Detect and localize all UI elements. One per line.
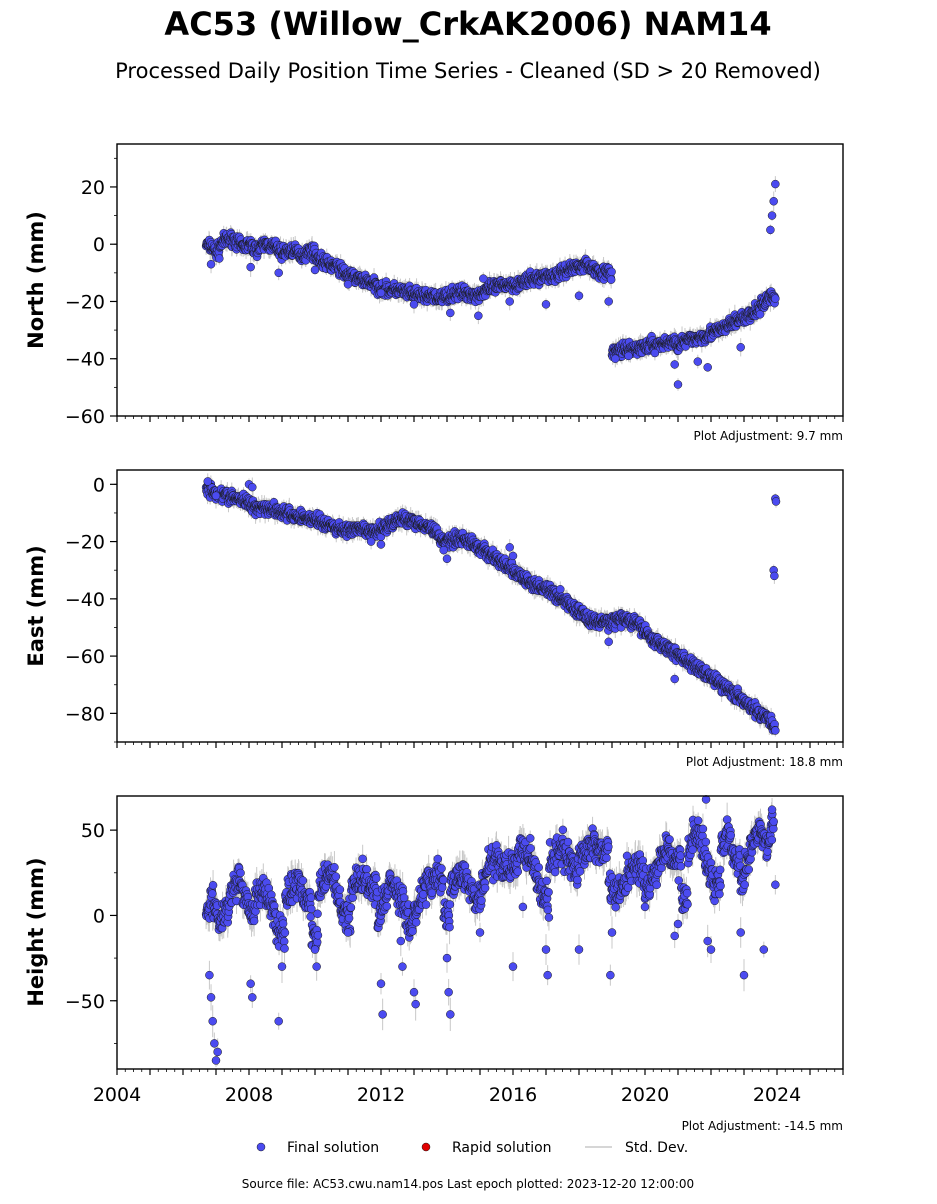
y-tick-label: −60 [65,406,105,428]
plot-area-north: 20 0 −20 −40 −60 [65,158,843,428]
chart-title: AC53 (Willow_CrkAK2006) NAM14 [164,5,771,43]
y-tick-label: 0 [93,234,105,256]
ylabel-north: North (mm) [24,211,48,349]
y-tick-label: −20 [65,291,105,313]
data-point [311,266,319,274]
data-point [215,255,223,263]
data-point [377,289,385,297]
y-tick-label: −40 [65,349,105,371]
data-point [474,312,482,320]
panel-north: 20 0 −20 −40 −60 North (mm) Plot Adjustment:… [24,144,843,443]
adjustment-north: Plot Adjustment: 9.7 mm [694,429,843,443]
plot-area-east: 0 −20 −40 −60 −80 [65,473,843,748]
data-point [275,269,283,277]
y-tick-label: 20 [81,177,105,199]
data-point [771,180,779,188]
data-point [768,212,776,220]
data-point [542,300,550,308]
data-point [766,226,774,234]
y-tick-label: −60 [65,646,105,668]
data-point [479,275,487,283]
data-point [625,352,633,360]
data-point [344,280,352,288]
chart-subtitle: Processed Daily Position Time Series - C… [115,59,821,83]
data-point [704,363,712,371]
data-point [207,260,215,268]
y-tick-label: −20 [65,532,105,554]
data-point [575,292,583,300]
data-point [611,355,619,363]
data-point [770,197,778,205]
data-point [771,295,779,303]
y-tick-label: 0 [93,474,105,496]
data-point [671,360,679,368]
panel-east: 0−20−40−60−80 East (mm) Plot Adjustment:… [24,470,843,769]
data-point [608,268,616,276]
data-point [446,309,454,317]
data-point [694,358,702,366]
data-point [674,381,682,389]
data-point [737,343,745,351]
data-point [651,349,659,357]
y-tick-label: −40 [65,589,105,611]
data-point [247,263,255,271]
data-point [607,276,615,284]
y-tick-label: −80 [65,703,105,725]
data-point [605,297,613,305]
data-point [410,300,418,308]
data-point [506,297,514,305]
